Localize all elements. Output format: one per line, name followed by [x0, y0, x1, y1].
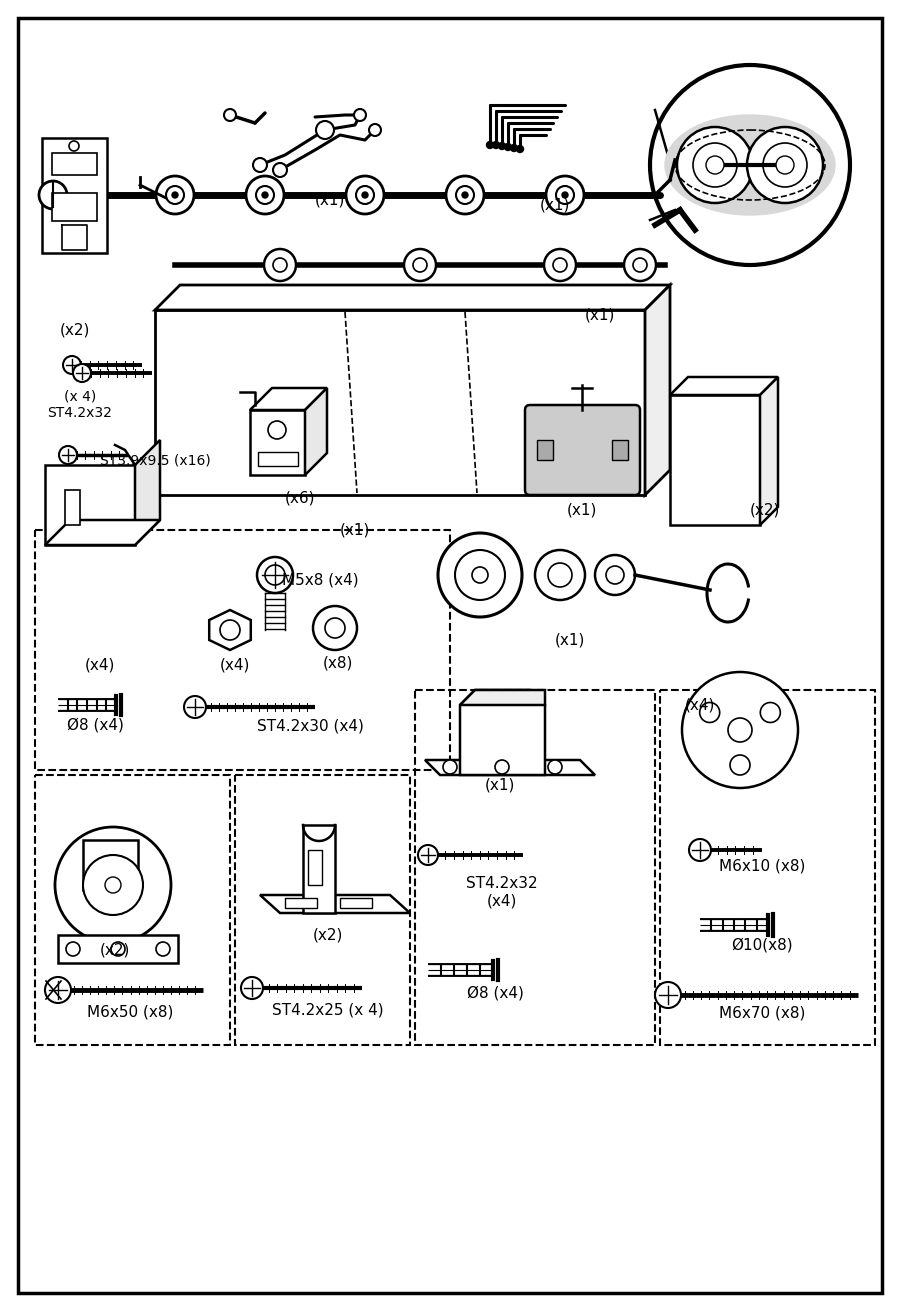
Text: Ø8 (x4): Ø8 (x4) [466, 986, 524, 1000]
Polygon shape [460, 690, 545, 775]
Circle shape [595, 555, 635, 595]
Text: ST3.9x9.5 (x16): ST3.9x9.5 (x16) [100, 454, 211, 467]
Circle shape [325, 617, 345, 638]
Bar [612, 440, 628, 460]
Bar [52, 153, 97, 174]
Circle shape [265, 565, 285, 585]
Circle shape [546, 176, 584, 214]
Bar [52, 193, 97, 222]
Circle shape [111, 943, 125, 956]
Polygon shape [425, 760, 595, 775]
Circle shape [495, 760, 509, 773]
Text: (x4): (x4) [220, 658, 250, 673]
FancyBboxPatch shape [525, 405, 640, 496]
Text: (x1): (x1) [485, 777, 515, 793]
Text: (x6): (x6) [284, 490, 315, 506]
Bar [537, 440, 553, 460]
Polygon shape [260, 895, 410, 912]
Circle shape [763, 143, 807, 187]
Circle shape [624, 249, 656, 281]
Text: (x2): (x2) [100, 943, 130, 957]
Text: (x8): (x8) [323, 656, 353, 670]
Circle shape [693, 143, 737, 187]
Circle shape [69, 142, 79, 151]
Circle shape [747, 127, 823, 203]
Text: (x 4)
ST4.2x32: (x 4) ST4.2x32 [48, 389, 112, 420]
Text: (x2): (x2) [313, 927, 343, 943]
Circle shape [456, 186, 474, 205]
Text: (x1): (x1) [567, 502, 598, 518]
Circle shape [404, 249, 436, 281]
Circle shape [45, 977, 71, 1003]
Circle shape [776, 156, 794, 174]
Circle shape [730, 755, 750, 775]
Circle shape [241, 977, 263, 999]
Bar [35, 530, 450, 770]
Polygon shape [670, 378, 778, 395]
Polygon shape [45, 465, 135, 545]
Polygon shape [250, 388, 327, 410]
Text: M6x50 (x8): M6x50 (x8) [86, 1004, 173, 1020]
Circle shape [517, 146, 524, 152]
Circle shape [562, 191, 568, 198]
Circle shape [313, 606, 357, 650]
Polygon shape [135, 440, 160, 545]
Circle shape [356, 186, 374, 205]
Circle shape [443, 760, 457, 773]
Circle shape [346, 176, 384, 214]
Circle shape [677, 127, 753, 203]
Bar [42, 138, 107, 253]
Polygon shape [209, 610, 251, 650]
Polygon shape [645, 284, 670, 496]
Bar [308, 850, 322, 885]
Bar [670, 395, 760, 524]
Circle shape [257, 557, 293, 593]
Circle shape [362, 191, 368, 198]
Circle shape [682, 673, 798, 788]
Text: (x4): (x4) [685, 697, 716, 712]
Circle shape [184, 696, 206, 718]
Bar [660, 690, 875, 1045]
Circle shape [544, 249, 576, 281]
Circle shape [166, 186, 184, 205]
Circle shape [59, 446, 77, 464]
Circle shape [273, 163, 287, 177]
Polygon shape [760, 378, 778, 524]
Circle shape [172, 191, 178, 198]
Circle shape [224, 109, 236, 121]
Circle shape [633, 258, 647, 271]
Circle shape [66, 943, 80, 956]
Text: (x1): (x1) [315, 193, 346, 207]
Text: (x1): (x1) [554, 632, 585, 648]
Text: (x1): (x1) [585, 308, 616, 323]
Circle shape [505, 143, 511, 151]
Circle shape [760, 703, 780, 722]
Circle shape [487, 142, 493, 148]
Circle shape [510, 144, 518, 152]
Polygon shape [45, 520, 160, 545]
Circle shape [73, 364, 91, 382]
Circle shape [264, 249, 296, 281]
Circle shape [316, 121, 334, 139]
Polygon shape [83, 840, 138, 890]
Circle shape [606, 566, 624, 583]
Circle shape [39, 181, 67, 208]
Polygon shape [155, 284, 670, 309]
Circle shape [83, 855, 143, 915]
Circle shape [418, 846, 438, 865]
Circle shape [728, 718, 752, 742]
Polygon shape [460, 690, 545, 705]
Circle shape [268, 421, 286, 439]
Circle shape [548, 760, 562, 773]
Circle shape [256, 186, 274, 205]
Text: Ø8 (x4): Ø8 (x4) [67, 717, 123, 733]
Circle shape [556, 186, 574, 205]
Text: M6x70 (x8): M6x70 (x8) [719, 1006, 806, 1020]
Circle shape [455, 551, 505, 600]
Circle shape [548, 562, 572, 587]
Text: ST4.2x30 (x4): ST4.2x30 (x4) [256, 718, 364, 733]
Circle shape [220, 620, 240, 640]
Circle shape [650, 66, 850, 265]
Text: M6x10 (x8): M6x10 (x8) [719, 859, 806, 873]
Circle shape [246, 176, 284, 214]
